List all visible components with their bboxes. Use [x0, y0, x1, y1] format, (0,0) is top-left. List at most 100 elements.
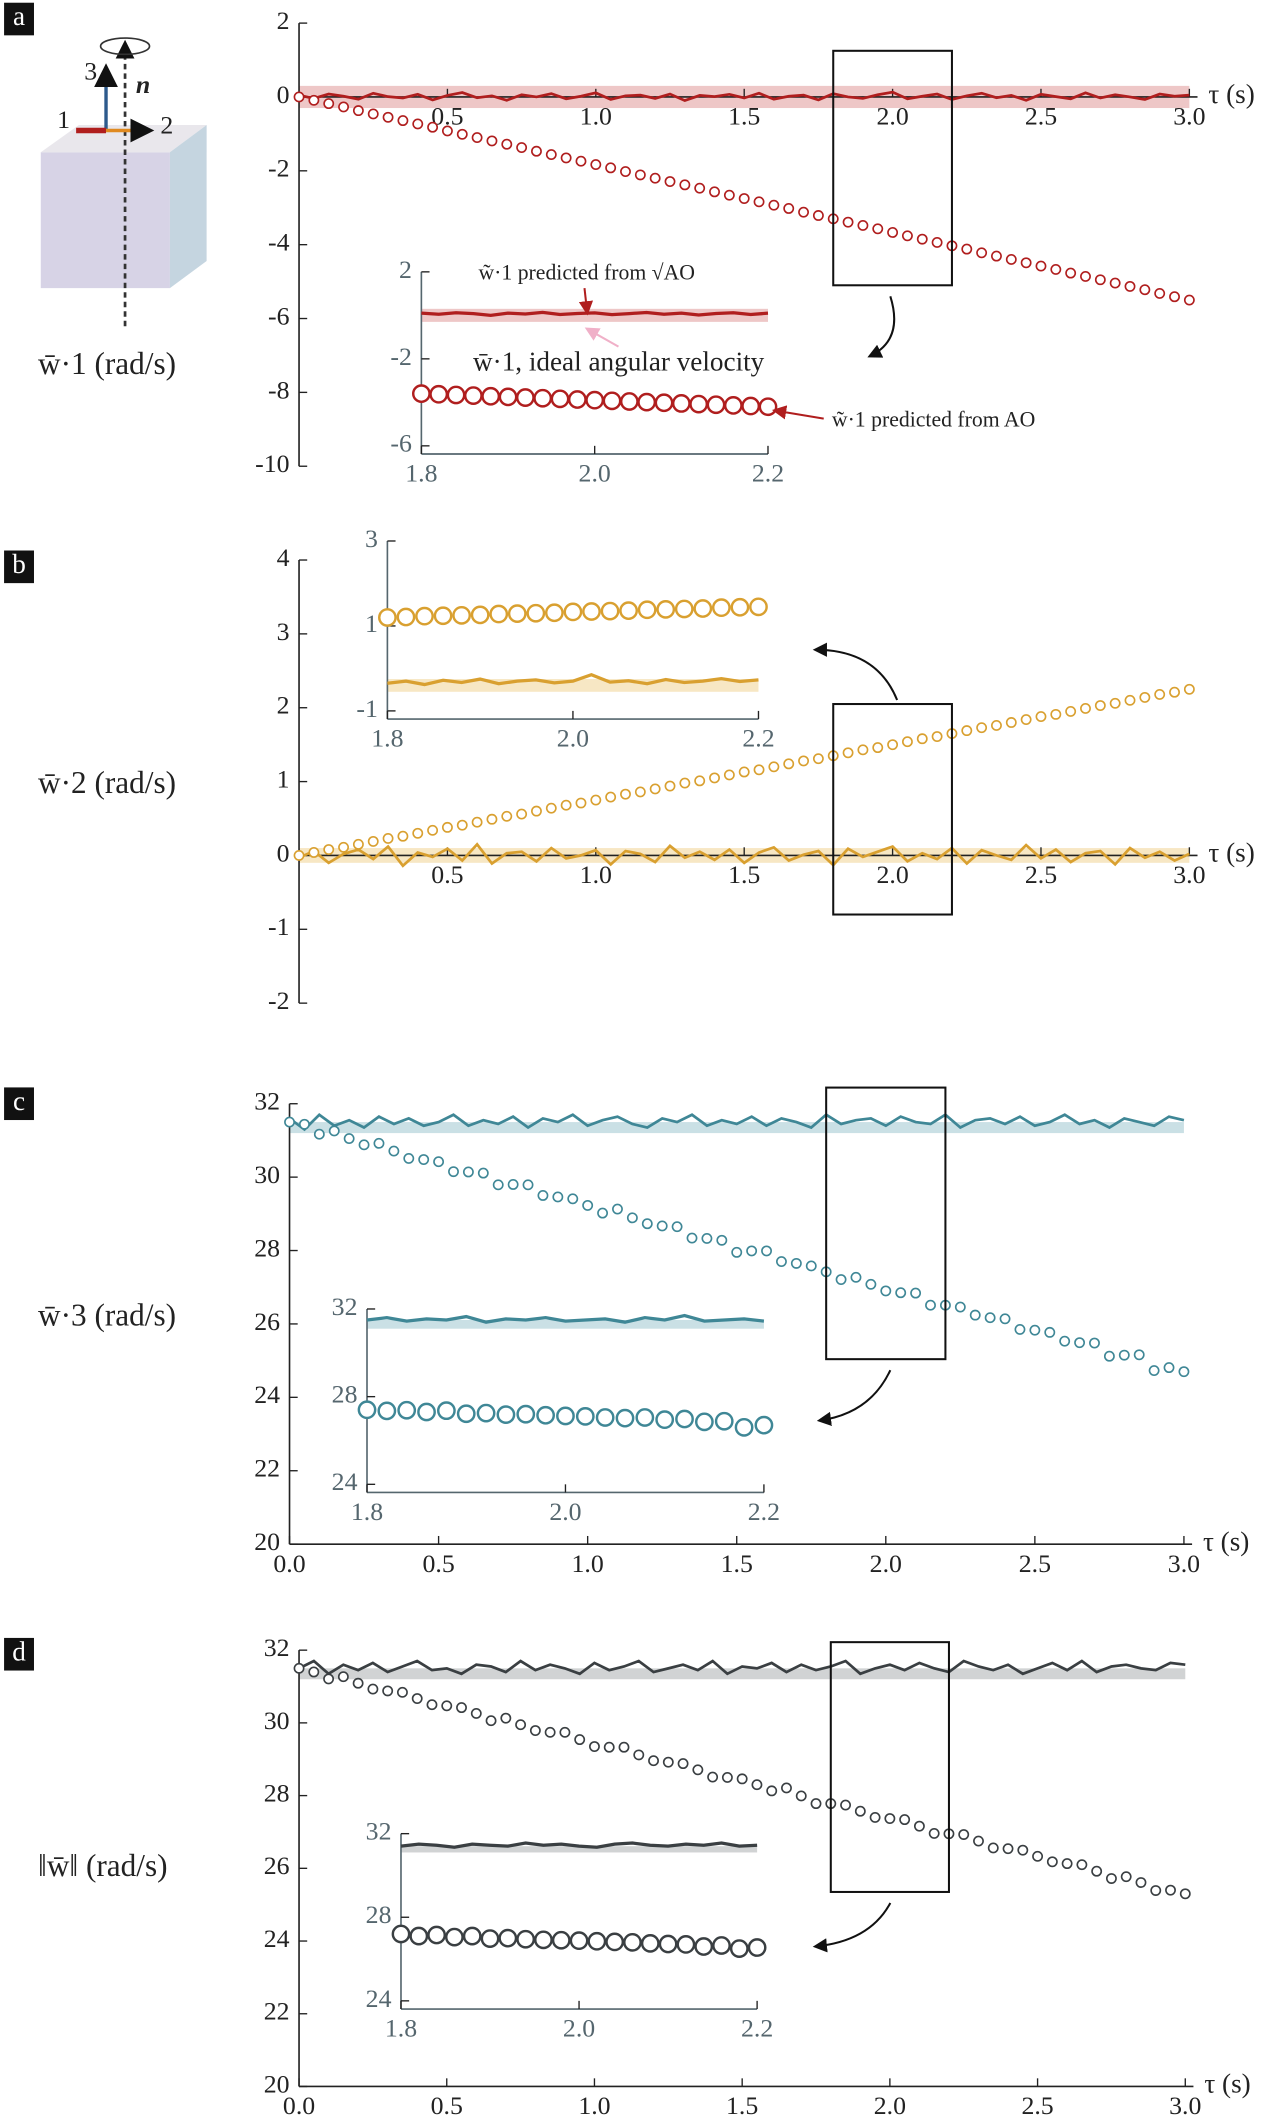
ao-point — [931, 731, 943, 742]
y-tick-label: 2 — [399, 255, 412, 284]
ao-point — [600, 601, 620, 621]
ao-point — [1178, 1366, 1190, 1378]
ao-point — [1094, 700, 1106, 711]
ao-point — [456, 128, 468, 140]
ao-point — [1020, 257, 1032, 269]
ao-point — [766, 1785, 778, 1797]
ao-point — [485, 1715, 497, 1727]
ao-point — [1005, 717, 1017, 728]
ao-point — [411, 1693, 423, 1704]
ao-point — [1154, 287, 1166, 299]
y-tick-label: 1 — [277, 765, 290, 794]
x-tick-label: 2.0 — [876, 860, 908, 889]
ao-point — [602, 391, 622, 411]
ao-point — [560, 152, 572, 164]
ao-point — [412, 118, 424, 130]
ao-point — [865, 1278, 877, 1290]
sqrt-ao-line — [298, 842, 1190, 868]
ao-point — [649, 172, 661, 184]
ao-point — [857, 744, 869, 756]
ao-point — [958, 1829, 970, 1840]
y-tick-label: -2 — [268, 986, 290, 1015]
ao-point — [850, 1271, 862, 1283]
panel: b w̄·2 (rad/s) 4 3 2 1 0 -1 -2 0.5 1.0 1.5 2.0 2.5 3.0… — [4, 524, 1255, 1015]
ao-point — [721, 1771, 733, 1783]
ao-point — [1183, 294, 1195, 306]
y-tick-label: -8 — [268, 375, 290, 404]
ao-point — [655, 1410, 675, 1430]
ao-point — [418, 1154, 430, 1165]
x-tick-label: 2.0 — [579, 459, 611, 488]
ao-point — [323, 1673, 335, 1685]
ao-point — [544, 1726, 556, 1738]
ao-point — [284, 1116, 295, 1128]
ao-point — [1169, 291, 1180, 303]
x-axis-label: τ (s) — [1203, 1526, 1249, 1556]
ao-point — [427, 121, 439, 133]
ao-point — [441, 821, 453, 833]
y-tick-label: 2 — [277, 691, 290, 720]
ao-point — [677, 1758, 689, 1770]
ao-point — [694, 1937, 714, 1956]
ao-point — [575, 1407, 595, 1426]
ao-point — [626, 1212, 638, 1224]
annotation: w̃·1 predicted from √AO — [478, 261, 695, 285]
y-tick-label: 28 — [254, 1233, 280, 1262]
ao-point — [857, 220, 869, 231]
ao-point — [1163, 1362, 1175, 1374]
ao-point — [812, 210, 824, 221]
ao-point — [452, 605, 471, 625]
ao-point — [550, 389, 570, 409]
ao-point — [1135, 1877, 1147, 1888]
y-tick-label: 32 — [366, 1817, 392, 1846]
ao-point — [1139, 284, 1151, 296]
ao-point — [709, 186, 720, 198]
sqrt-ao-line — [387, 673, 759, 687]
ao-point — [694, 182, 706, 194]
x-tick-label: 1.5 — [728, 860, 760, 889]
ao-point — [664, 176, 676, 187]
y-tick-label: 28 — [332, 1380, 358, 1409]
ao-point — [441, 1700, 453, 1712]
inset: 32 28 241.8 2.0 2.2 — [332, 1292, 780, 1526]
y-axis-label: ‖w̄‖ (rad/s) — [38, 1848, 167, 1883]
x-tick-label: 1.8 — [371, 724, 403, 753]
y-tick-label: 2 — [277, 6, 290, 35]
ao-point — [358, 1139, 370, 1151]
ao-point — [462, 1166, 474, 1178]
ao-point — [795, 1790, 807, 1802]
ao-point — [999, 1313, 1011, 1325]
ao-point — [507, 604, 527, 624]
y-tick-label: 24 — [366, 1984, 392, 2013]
x-tick-label: 2.2 — [742, 724, 774, 753]
ao-point — [637, 600, 657, 620]
ao-point — [515, 388, 535, 407]
ao-point — [1044, 1326, 1056, 1338]
sqrt-ao-line — [421, 310, 769, 317]
ao-point — [293, 1662, 305, 1674]
ao-point — [587, 1931, 607, 1951]
ao-point — [1029, 1324, 1041, 1336]
ao-point — [618, 1741, 630, 1753]
panel-label-box — [4, 550, 34, 584]
ao-point — [679, 179, 691, 191]
ao-point — [352, 1677, 364, 1689]
ao-point — [412, 827, 424, 839]
ao-point — [441, 125, 453, 137]
ao-point — [492, 1179, 504, 1191]
ao-point — [887, 739, 899, 751]
ao-point — [1118, 1349, 1130, 1361]
x-tick-label: 1.0 — [578, 2091, 610, 2120]
ao-point — [429, 384, 449, 404]
panel-label: a — [13, 1, 25, 31]
x-tick-label: 0.0 — [283, 2091, 315, 2120]
zoom-box — [829, 1641, 950, 1893]
ao-point — [662, 1756, 674, 1768]
x-tick-label: 2.0 — [557, 724, 589, 753]
ao-point — [1032, 1850, 1044, 1862]
x-axis-label: τ (s) — [1208, 838, 1254, 868]
y-tick-label: 3 — [365, 524, 378, 553]
ao-point — [741, 396, 761, 416]
